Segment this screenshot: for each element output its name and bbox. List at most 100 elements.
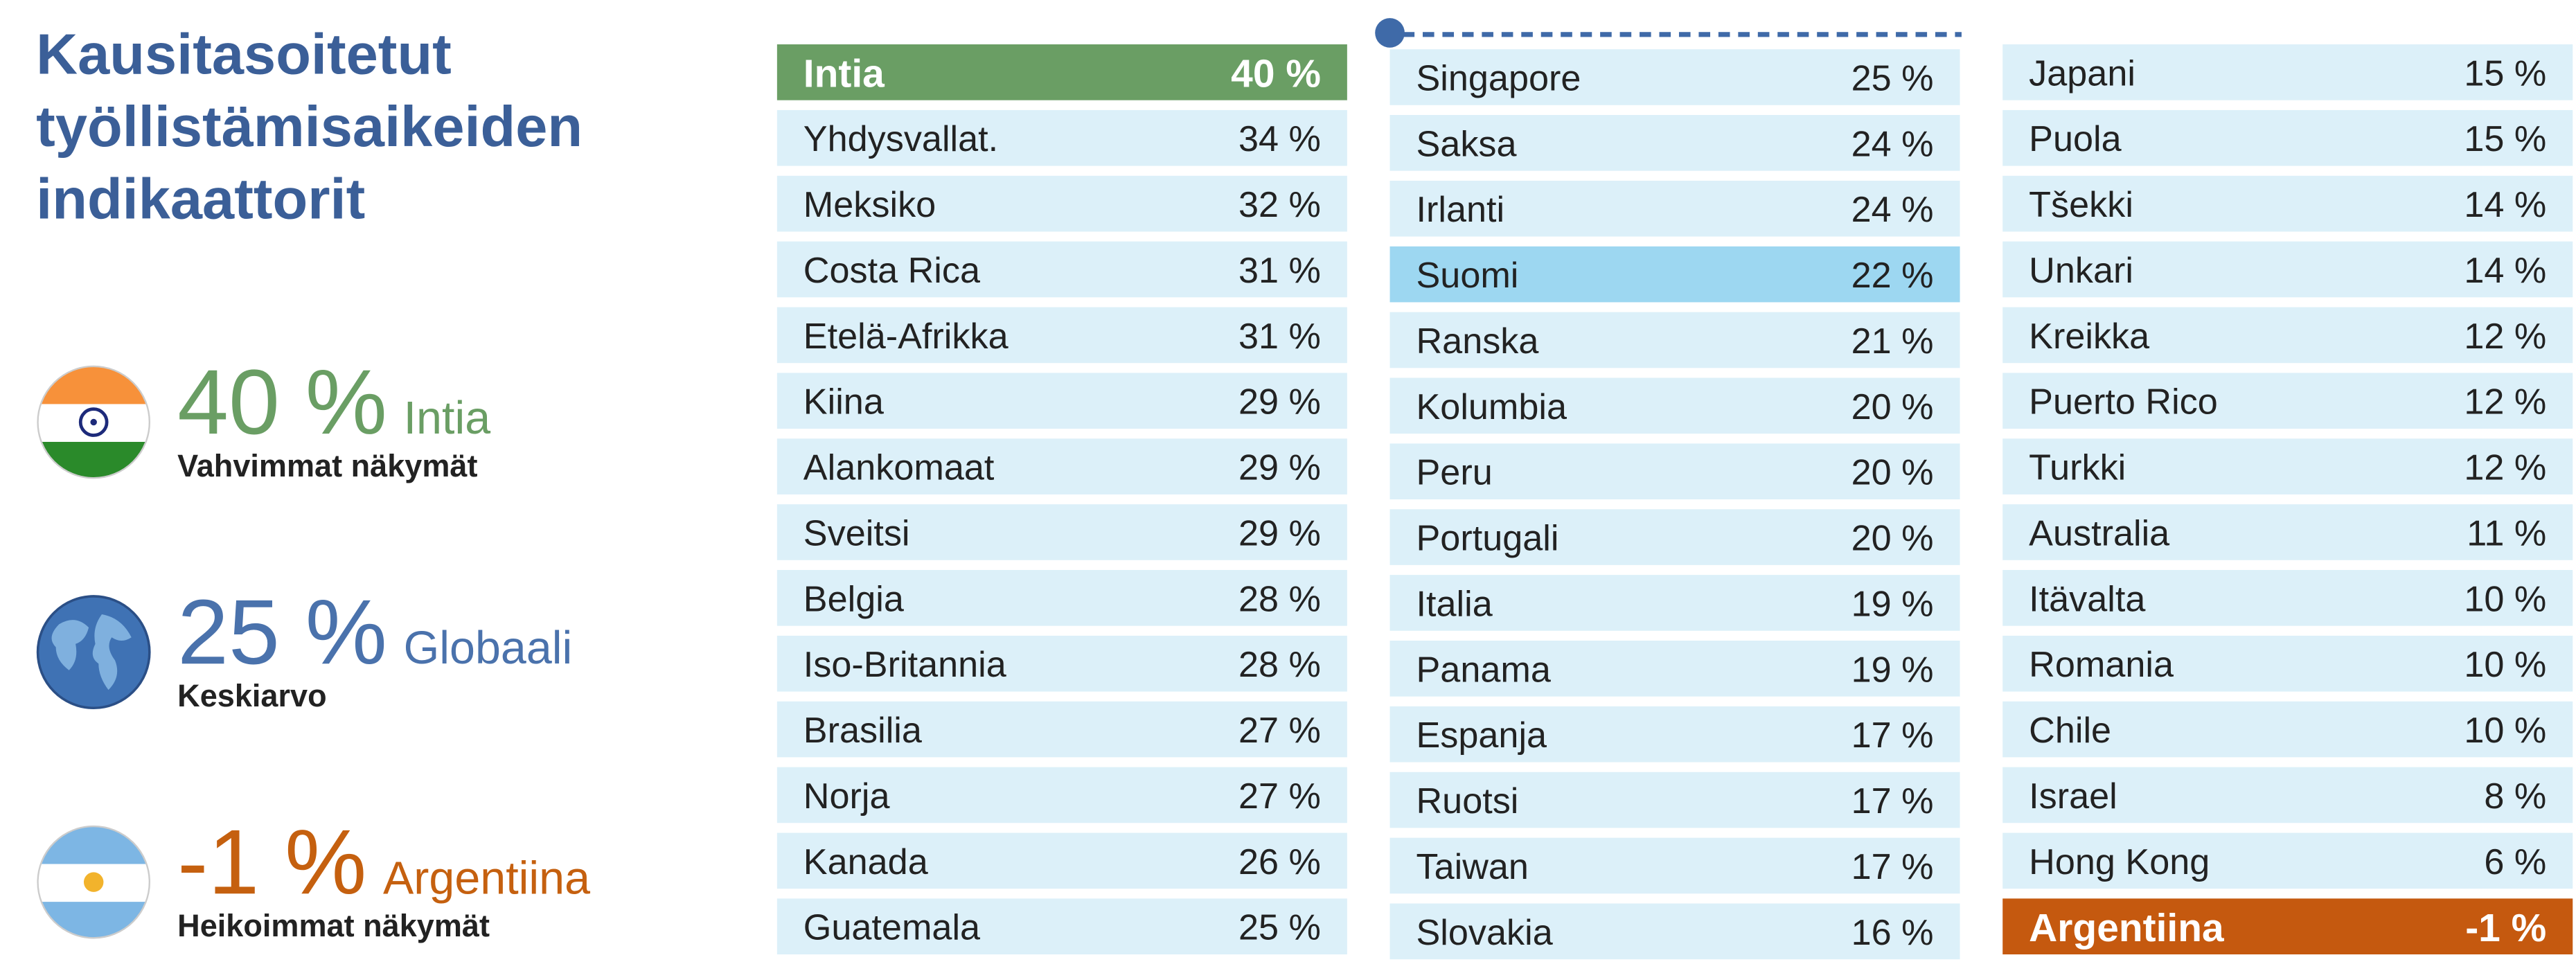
value: 20 % xyxy=(1851,517,1934,559)
value: 19 % xyxy=(1851,648,1934,691)
table-row: Belgia 28 % xyxy=(776,570,1347,626)
table-row: Japani 15 % xyxy=(2002,44,2573,100)
caption: Heikoimmat näkymät xyxy=(177,909,490,945)
table-row: Norja 27 % xyxy=(776,767,1347,823)
country: Romania xyxy=(2029,643,2174,686)
highlight-global: 25 % Globaali Keskiarvo xyxy=(36,580,726,727)
value: 21 % xyxy=(1851,320,1934,362)
table-row: Chile 10 % xyxy=(2002,701,2573,758)
country: Irlanti xyxy=(1416,188,1505,231)
value: 32 % xyxy=(1238,184,1321,225)
country: Portugali xyxy=(1416,517,1559,559)
table-row: Romania 10 % xyxy=(2002,635,2573,692)
label: Globaali xyxy=(403,622,573,674)
country: Espanja xyxy=(1416,714,1547,756)
value: 14 % xyxy=(2464,249,2547,291)
table-row: Costa Rica 31 % xyxy=(776,241,1347,298)
country: Argentiina xyxy=(383,852,591,904)
value: 10 % xyxy=(2464,643,2547,686)
table-row: Ruotsi 17 % xyxy=(1389,772,1960,828)
table-row: Portugali 20 % xyxy=(1389,509,1960,565)
value: 20 % xyxy=(1851,452,1934,493)
value: 10 % xyxy=(2464,709,2547,751)
value: 40 % xyxy=(177,350,387,454)
country: Iso-Britannia xyxy=(803,643,1006,686)
value: 12 % xyxy=(2464,315,2547,357)
country: Tšekki xyxy=(2029,184,2133,225)
caption: Keskiarvo xyxy=(177,679,327,715)
value: 12 % xyxy=(2464,381,2547,422)
table-row: Hong Kong 6 % xyxy=(2002,832,2573,889)
table-row: Suomi 22 % xyxy=(1389,246,1960,303)
value: 31 % xyxy=(1238,315,1321,357)
country: Ruotsi xyxy=(1416,780,1519,821)
country: Kanada xyxy=(803,841,928,882)
table-row: Argentiina -1 % xyxy=(2002,898,2573,955)
country: Norja xyxy=(803,775,890,817)
country: Saksa xyxy=(1416,123,1517,165)
table-row: Israel 8 % xyxy=(2002,767,2573,823)
value: 29 % xyxy=(1238,513,1321,554)
value: 24 % xyxy=(1851,188,1934,231)
table-row: Itävalta 10 % xyxy=(2002,570,2573,626)
table-row: Alankomaat 29 % xyxy=(776,438,1347,495)
country: Turkki xyxy=(2029,447,2126,488)
value: 16 % xyxy=(1851,911,1934,953)
table-row: Slovakia 16 % xyxy=(1389,903,1960,960)
country: Itävalta xyxy=(2029,578,2146,620)
argentina-flag xyxy=(37,825,151,939)
country: Brasilia xyxy=(803,709,922,751)
country: Kreikka xyxy=(2029,315,2150,357)
value: -1 % xyxy=(177,810,367,914)
table-row: Italia 19 % xyxy=(1389,575,1960,631)
value: 17 % xyxy=(1851,714,1934,756)
table-row: Yhdysvallat. 34 % xyxy=(776,109,1347,166)
value: 31 % xyxy=(1238,249,1321,291)
country: Yhdysvallat. xyxy=(803,118,999,160)
table-row: Taiwan 17 % xyxy=(1389,837,1960,894)
table-row: Iso-Britannia 28 % xyxy=(776,635,1347,692)
country: Kiina xyxy=(803,381,884,422)
value: 12 % xyxy=(2464,447,2547,488)
table-row: Brasilia 27 % xyxy=(776,701,1347,758)
country: Slovakia xyxy=(1416,911,1553,953)
table-row: Puerto Rico 12 % xyxy=(2002,373,2573,429)
country: Israel xyxy=(2029,775,2117,817)
caption: Vahvimmat näkymät xyxy=(177,449,478,485)
india-flag xyxy=(37,365,151,479)
country: Peru xyxy=(1416,452,1493,493)
highlight-strongest: 40 % Intia Vahvimmat näkymät xyxy=(36,350,726,497)
table-row: Peru 20 % xyxy=(1389,443,1960,500)
value: 26 % xyxy=(1238,841,1321,882)
value: 27 % xyxy=(1238,775,1321,817)
table-row: Kanada 26 % xyxy=(776,832,1347,889)
table-row: Kiina 29 % xyxy=(776,373,1347,429)
country: Panama xyxy=(1416,648,1551,691)
value: 20 % xyxy=(1851,386,1934,427)
country: Intia xyxy=(403,392,491,444)
country: Australia xyxy=(2029,513,2170,554)
value: 28 % xyxy=(1238,578,1321,620)
country: Suomi xyxy=(1416,254,1519,296)
value: 6 % xyxy=(2484,841,2547,882)
value: 14 % xyxy=(2464,184,2547,225)
table-row: Kolumbia 20 % xyxy=(1389,377,1960,434)
divider xyxy=(1375,18,1962,48)
value: 17 % xyxy=(1851,846,1934,887)
value: 17 % xyxy=(1851,780,1934,821)
country: Belgia xyxy=(803,578,904,620)
country: Italia xyxy=(1416,582,1493,625)
value: 29 % xyxy=(1238,381,1321,422)
table-row: Meksiko 32 % xyxy=(776,175,1347,232)
country: Meksiko xyxy=(803,184,936,225)
country: Chile xyxy=(2029,709,2112,751)
table-row: Intia 40 % xyxy=(776,44,1347,100)
country: Puola xyxy=(2029,118,2122,160)
value: 27 % xyxy=(1238,709,1321,751)
country: Ranska xyxy=(1416,320,1539,362)
country: Japani xyxy=(2029,52,2135,94)
table-row: Unkari 14 % xyxy=(2002,241,2573,298)
table-row: Panama 19 % xyxy=(1389,641,1960,697)
table-row: Puola 15 % xyxy=(2002,109,2573,166)
